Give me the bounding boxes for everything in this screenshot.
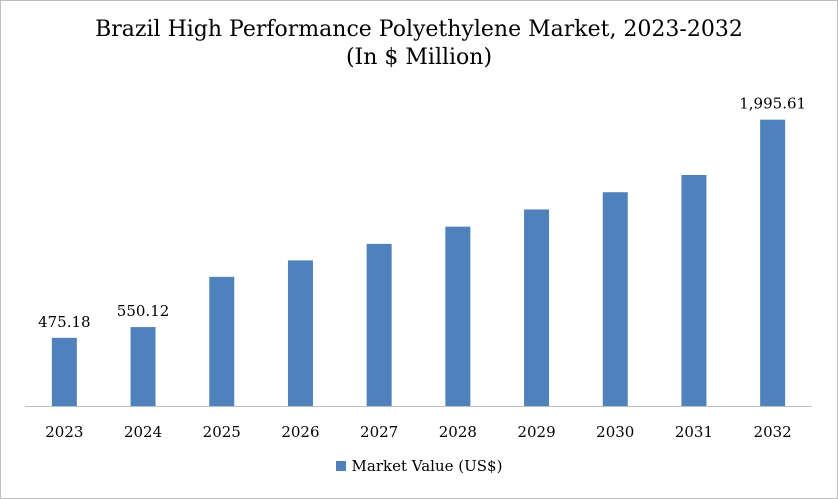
x-tick-label-2032: 2032 (754, 423, 792, 441)
bar-2030 (602, 192, 628, 406)
bar-2032 (760, 119, 786, 407)
data-label-2024: 550.12 (117, 302, 170, 320)
bar-2031 (681, 175, 707, 406)
x-tick-label-2031: 2031 (675, 423, 713, 441)
data-label-2032: 1,995.61 (739, 95, 806, 113)
bar-2024 (130, 327, 156, 406)
chart-subtitle: (In $ Million) (345, 45, 493, 70)
x-tick-label-2030: 2030 (596, 423, 634, 441)
bar-2029 (524, 209, 550, 406)
legend-swatch (335, 461, 346, 471)
data-label-2023: 475.18 (38, 313, 91, 331)
bar-2027 (366, 243, 392, 406)
x-tick-label-2027: 2027 (360, 423, 398, 441)
x-tick-label-2028: 2028 (439, 423, 477, 441)
legend: Market Value (US$) (0, 456, 838, 476)
bar-2028 (445, 226, 471, 406)
chart-title-block: Brazil High Performance Polyethylene Mar… (0, 16, 838, 72)
bar-2026 (287, 260, 313, 406)
x-tick-label-2026: 2026 (281, 423, 319, 441)
x-tick-label-2023: 2023 (45, 423, 83, 441)
bar-2023 (51, 337, 77, 406)
chart-title: Brazil High Performance Polyethylene Mar… (95, 17, 743, 42)
x-tick-label-2024: 2024 (124, 423, 162, 441)
x-tick-label-2025: 2025 (203, 423, 241, 441)
x-tick-label-2029: 2029 (517, 423, 555, 441)
bar-2025 (209, 276, 235, 406)
legend-label: Market Value (US$) (351, 457, 503, 475)
